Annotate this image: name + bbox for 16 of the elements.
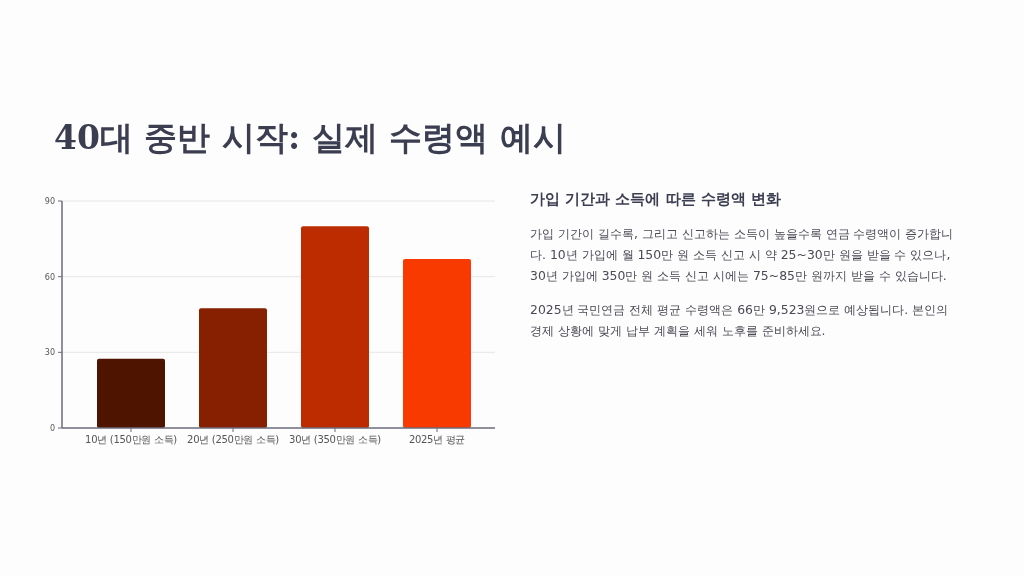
text: 가입 기간과 소득에 따른 수령액 변화 bbox=[530, 190, 783, 209]
text: 가입 기간이 길수록, 그리고 신고하는 소득이 높을수록 연금 수령액이 증가합니다. 10년 가입에 월 150만 원 소득 신고 시 약 25~30만 원을 받을 수 있으나, 30년 가입에 350만 원 소득 신고 시에는 75~85만 원까지 받을 수 있습니다. bbox=[530, 225, 955, 285]
y-tick-label: 60 bbox=[44, 272, 55, 282]
bar bbox=[403, 259, 471, 428]
bar bbox=[97, 358, 165, 428]
y-tick-label: 90 bbox=[44, 197, 55, 206]
x-tick-label: 10년 (150만원 소득) bbox=[85, 434, 178, 445]
x-tick-label: 20년 (250만원 소득) bbox=[187, 434, 280, 445]
bar bbox=[199, 308, 267, 428]
text: 2025년 국민연금 전체 평균 수령액은 66만 9,523원으로 예상됩니다. 본인의 경제 상황에 맞게 납부 계획을 세워 노후를 준비하세요. bbox=[530, 301, 950, 340]
y-tick-label: 0 bbox=[49, 424, 55, 433]
bar bbox=[301, 226, 369, 428]
chart-title: 40대 중반 시작: 실제 수령액 예시 bbox=[54, 117, 566, 159]
y-tick-label: 30 bbox=[44, 348, 55, 358]
x-tick-label: 30년 (350만원 소득) bbox=[289, 434, 382, 445]
x-tick-label: 2025년 평균 bbox=[408, 434, 466, 445]
